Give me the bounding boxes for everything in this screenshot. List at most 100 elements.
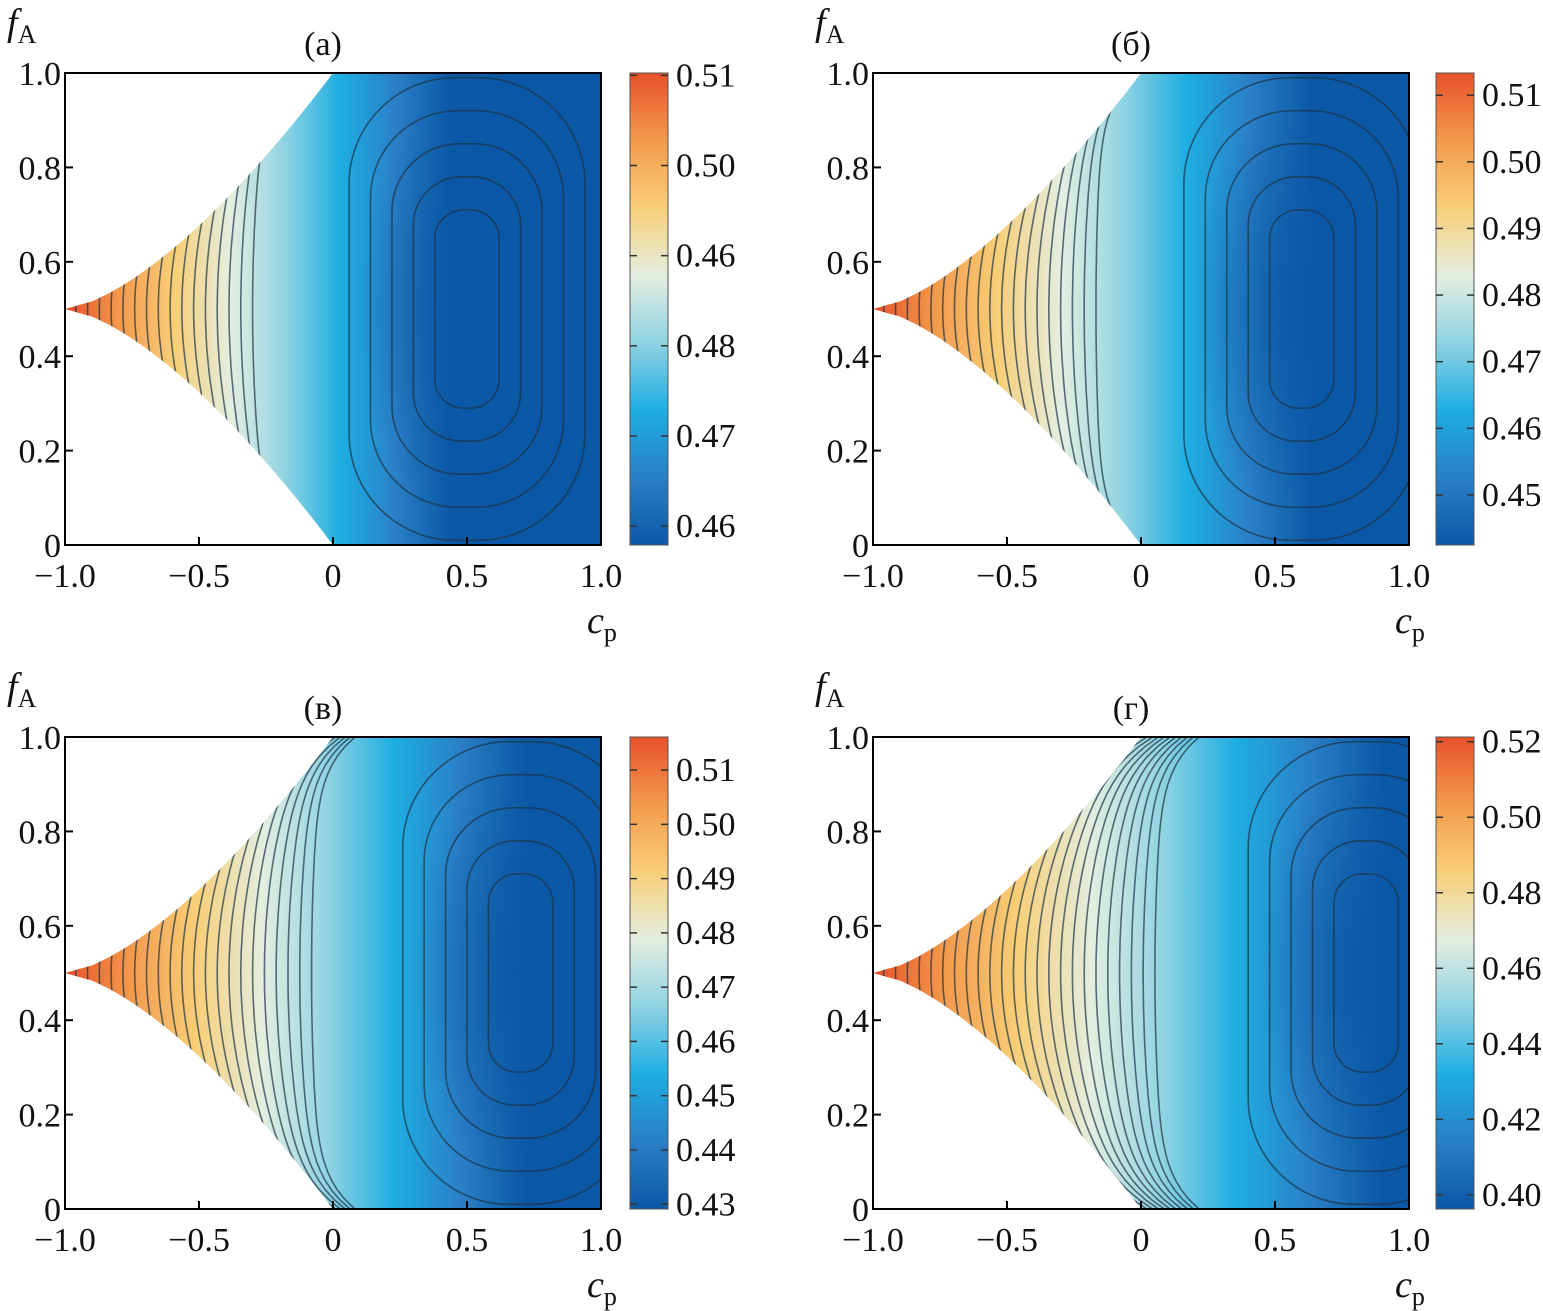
colorbar-tick-label: 0.48 [1482, 875, 1542, 912]
y-tick-label: 0.4 [827, 339, 870, 376]
x-tick-label: 1.0 [1388, 558, 1431, 595]
field [65, 737, 601, 1209]
colorbar-tick-label: 0.44 [676, 1132, 736, 1169]
colorbar-tick-label: 0.46 [1482, 410, 1542, 447]
colorbar-tick-label: 0.47 [1482, 344, 1542, 381]
y-axis-label-sub: A [826, 20, 845, 49]
x-axis-label: cp [587, 600, 617, 647]
y-axis-label: fA [7, 2, 37, 49]
colorbar [629, 72, 669, 546]
colorbar-tick-label: 0.48 [1482, 277, 1542, 314]
x-axis-label: cp [587, 1264, 617, 1311]
field [873, 737, 1409, 1209]
panel: −1.0 −0.5 0 0.5 1.0 0 0.2 0.4 0.6 0.8 1.0 (а) fA cp 0.… [7, 2, 736, 647]
colorbar [629, 736, 669, 1210]
x-tick-label: −1.0 [842, 558, 904, 595]
colorbar-tick-label: 0.46 [676, 508, 736, 545]
colorbar-tick-label: 0.40 [1482, 1177, 1542, 1214]
y-tick-label: 0.6 [19, 245, 62, 282]
x-tick-label: −1.0 [34, 558, 96, 595]
x-axis-label-sub: p [1412, 1282, 1425, 1311]
y-tick-label: 0.2 [827, 434, 870, 471]
y-tick-label: 1.0 [19, 720, 62, 757]
x-tick-label: 0.5 [446, 558, 489, 595]
y-tick-label: 0.8 [19, 150, 62, 187]
y-tick-label: 0.6 [19, 909, 62, 946]
x-tick-label: 0.5 [1254, 558, 1297, 595]
x-tick-label: 1.0 [1388, 1222, 1431, 1259]
x-axis-label-sub: p [604, 1282, 617, 1311]
x-tick-label: −0.5 [976, 558, 1038, 595]
field-core [359, 96, 575, 522]
colorbar-tick-label: 0.45 [1482, 477, 1542, 514]
y-tick-label: 0.4 [19, 1003, 62, 1040]
x-axis-label-main: c [1395, 1264, 1412, 1306]
panel: −1.0 −0.5 0 0.5 1.0 0 0.2 0.4 0.6 0.8 1.0 (г) fA cp 0.… [815, 666, 1542, 1311]
colorbar-tick-label: 0.51 [676, 57, 736, 94]
colorbar-tick-label: 0.47 [676, 969, 736, 1006]
x-tick-label: −0.5 [168, 1222, 230, 1259]
panel-title: (б) [1111, 26, 1151, 63]
colorbar-tick-label: 0.50 [1482, 799, 1542, 836]
y-tick-label: 0.4 [19, 339, 62, 376]
y-tick-label: 0.6 [827, 909, 870, 946]
y-tick-label: 0.6 [827, 245, 870, 282]
colorbar-tick-label: 0.48 [676, 915, 736, 952]
x-axis-label-main: c [1395, 600, 1412, 642]
colorbar-tick-label: 0.44 [1482, 1026, 1542, 1063]
x-tick-label: 0.5 [446, 1222, 489, 1259]
colorbar-tick-label: 0.49 [1482, 210, 1542, 247]
colorbar-tick-label: 0.48 [676, 328, 736, 365]
colorbar-tick-label: 0.47 [676, 418, 736, 455]
panel: −1.0 −0.5 0 0.5 1.0 0 0.2 0.4 0.6 0.8 1.0 (в) fA cp 0.… [7, 666, 736, 1311]
field-core [1194, 96, 1409, 522]
y-tick-label: 0 [44, 528, 61, 565]
x-tick-label: −1.0 [842, 1222, 904, 1259]
colorbar-tick-label: 0.51 [1482, 77, 1542, 114]
x-axis-label: cp [1395, 1264, 1425, 1311]
y-tick-label: 1.0 [827, 720, 870, 757]
x-tick-label: 0 [325, 558, 342, 595]
x-tick-label: −1.0 [34, 1222, 96, 1259]
panel-title: (в) [304, 690, 343, 727]
y-tick-label: 0 [852, 1192, 869, 1229]
y-axis-label: fA [7, 666, 37, 713]
y-tick-label: 1.0 [19, 56, 62, 93]
x-tick-label: 1.0 [580, 1222, 623, 1259]
panel-title: (а) [304, 26, 342, 63]
x-axis-label-main: c [587, 1264, 604, 1306]
field [873, 73, 1409, 545]
y-tick-label: 1.0 [827, 56, 870, 93]
x-axis-label-main: c [587, 600, 604, 642]
y-tick-label: 0.2 [19, 434, 62, 471]
colorbar-tick-label: 0.50 [1482, 144, 1542, 181]
y-tick-label: 0.2 [19, 1098, 62, 1135]
colorbar-tick-label: 0.50 [676, 806, 736, 843]
field-core [1258, 760, 1409, 1186]
y-axis-label: fA [815, 666, 845, 713]
colorbar-tick-label: 0.50 [676, 148, 736, 185]
x-tick-label: −0.5 [168, 558, 230, 595]
x-axis-label: cp [1395, 600, 1425, 647]
panel-title: (г) [1113, 690, 1150, 727]
y-axis-label-sub: A [18, 684, 37, 713]
y-tick-label: 0.8 [827, 814, 870, 851]
colorbar-tick-label: 0.42 [1482, 1101, 1542, 1138]
y-tick-label: 0 [44, 1192, 61, 1229]
x-tick-label: 1.0 [580, 558, 623, 595]
y-tick-label: 0.8 [19, 814, 62, 851]
field-core [413, 760, 601, 1186]
y-tick-label: 0.8 [827, 150, 870, 187]
colorbar-tick-label: 0.51 [676, 752, 736, 789]
x-tick-label: 0 [1133, 558, 1150, 595]
x-tick-label: 0 [1133, 1222, 1150, 1259]
colorbar-tick-label: 0.43 [676, 1186, 736, 1223]
y-axis-label-sub: A [18, 20, 37, 49]
colorbar-tick-label: 0.45 [676, 1078, 736, 1115]
y-tick-label: 0 [852, 528, 869, 565]
colorbar-tick-label: 0.46 [676, 238, 736, 275]
panel: −1.0 −0.5 0 0.5 1.0 0 0.2 0.4 0.6 0.8 1.0 (б) fA cp 0.… [815, 2, 1542, 647]
field [65, 73, 601, 545]
colorbar-tick-label: 0.52 [1482, 724, 1542, 761]
